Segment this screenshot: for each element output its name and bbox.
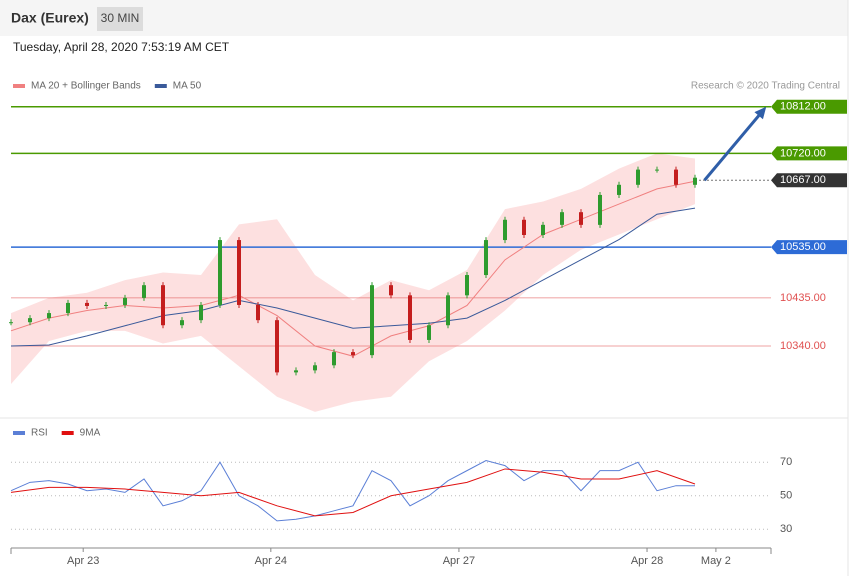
candle — [180, 320, 184, 326]
forecast-arrow — [703, 111, 763, 182]
candle — [275, 320, 279, 373]
level-label: 10812.00 — [780, 101, 826, 113]
level-label: 10435.00 — [780, 292, 826, 304]
candle — [161, 285, 165, 326]
candle — [693, 177, 697, 185]
level-label-box — [771, 99, 847, 114]
y-tick-label: 70 — [780, 456, 792, 468]
legend-label: RSI — [31, 428, 48, 439]
instrument-title: Dax (Eurex) — [11, 10, 89, 26]
candle — [503, 219, 507, 241]
forecast-arrowhead — [754, 106, 767, 120]
level-label-box — [771, 240, 847, 255]
ma-line — [10, 207, 696, 347]
candle — [655, 169, 659, 171]
candle — [484, 240, 488, 276]
candle — [541, 224, 545, 235]
candle — [579, 212, 583, 225]
candle — [617, 184, 621, 195]
level-label: 10720.00 — [780, 147, 826, 159]
legend-swatch — [13, 84, 25, 88]
candle — [389, 285, 393, 296]
candle — [294, 370, 298, 373]
x-tick-label: Apr 23 — [67, 555, 99, 567]
level-label: 10667.00 — [780, 174, 826, 186]
legend-swatch — [61, 431, 74, 435]
legend-label: MA 50 — [173, 81, 202, 92]
legend-label: 9MA — [80, 428, 101, 439]
candle — [636, 169, 640, 185]
candle — [522, 219, 526, 235]
legend-swatch — [13, 431, 25, 435]
candle — [66, 302, 70, 314]
candle — [123, 297, 127, 305]
candle — [408, 295, 412, 340]
candle — [427, 325, 431, 340]
level-label: 10340.00 — [780, 340, 826, 352]
candle — [560, 212, 564, 225]
candle — [446, 295, 450, 326]
level-label-box — [771, 146, 847, 161]
legend-swatch — [154, 84, 167, 88]
bollinger-band — [11, 153, 695, 412]
candle — [142, 285, 146, 298]
candle — [313, 365, 317, 371]
level-label-box — [771, 173, 847, 188]
copyright: Research © 2020 Trading Central — [691, 81, 840, 92]
x-tick-label: Apr 24 — [255, 555, 287, 567]
y-tick-label: 30 — [780, 523, 792, 535]
candle — [370, 285, 374, 356]
indicator-line — [10, 460, 695, 522]
candle — [465, 275, 469, 296]
candle — [47, 313, 51, 319]
candle — [237, 240, 241, 305]
x-tick-label: May 2 — [701, 555, 731, 567]
x-tick-label: Apr 28 — [631, 555, 663, 567]
candle — [199, 304, 203, 321]
y-tick-label: 50 — [780, 490, 792, 502]
candle — [332, 352, 336, 366]
x-tick-label: Apr 27 — [443, 555, 475, 567]
interval-badge — [97, 7, 143, 31]
candle — [28, 318, 32, 323]
candle — [598, 194, 602, 225]
candle — [351, 352, 355, 356]
candle — [218, 240, 222, 305]
level-label: 10535.00 — [780, 241, 826, 253]
legend-label: MA 20 + Bollinger Bands — [31, 81, 141, 92]
candle — [85, 302, 89, 306]
candle — [9, 322, 13, 324]
indicator-line — [10, 468, 696, 517]
candle — [104, 304, 108, 306]
candle — [674, 169, 678, 185]
interval: 30 MIN — [101, 11, 140, 25]
timestamp: Tuesday, April 28, 2020 7:53:19 AM CET — [13, 40, 230, 54]
candle — [256, 304, 260, 321]
